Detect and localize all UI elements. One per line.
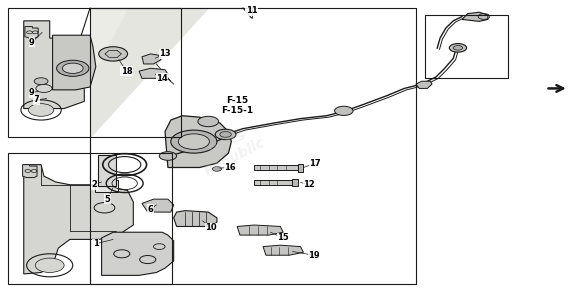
Circle shape <box>160 152 176 160</box>
Text: 9: 9 <box>29 38 35 47</box>
Circle shape <box>453 46 462 50</box>
Text: 16: 16 <box>224 163 236 172</box>
Polygon shape <box>24 21 84 109</box>
Text: 15: 15 <box>277 234 289 242</box>
Circle shape <box>35 258 64 273</box>
Polygon shape <box>142 199 173 212</box>
Circle shape <box>212 167 221 171</box>
Bar <box>254 165 298 171</box>
Circle shape <box>36 84 52 92</box>
Polygon shape <box>53 35 96 90</box>
Polygon shape <box>165 116 231 168</box>
Circle shape <box>220 131 231 137</box>
Text: 9: 9 <box>29 88 35 97</box>
Text: 10: 10 <box>205 223 217 232</box>
Text: Parts
Republic: Parts Republic <box>195 121 268 179</box>
Circle shape <box>34 78 48 85</box>
Circle shape <box>62 63 83 73</box>
Text: 14: 14 <box>156 74 168 83</box>
Bar <box>95 180 118 192</box>
Polygon shape <box>462 12 488 21</box>
Polygon shape <box>102 232 173 275</box>
Bar <box>98 155 116 186</box>
Text: 19: 19 <box>308 251 320 260</box>
Polygon shape <box>24 165 134 274</box>
Text: 6: 6 <box>147 205 154 214</box>
Polygon shape <box>90 9 208 139</box>
Polygon shape <box>237 225 283 235</box>
Polygon shape <box>23 165 37 177</box>
Circle shape <box>198 116 218 127</box>
Polygon shape <box>292 179 298 186</box>
Text: 7: 7 <box>34 95 39 104</box>
Circle shape <box>178 134 209 149</box>
Circle shape <box>449 44 466 52</box>
Circle shape <box>335 106 353 115</box>
Text: 17: 17 <box>309 159 321 168</box>
Circle shape <box>171 130 217 153</box>
Text: 13: 13 <box>159 49 171 58</box>
Polygon shape <box>90 9 208 139</box>
Circle shape <box>28 104 54 116</box>
Text: 12: 12 <box>303 180 315 189</box>
Polygon shape <box>416 81 432 88</box>
Text: 2: 2 <box>92 180 98 189</box>
Bar <box>424 15 508 78</box>
Polygon shape <box>139 68 168 78</box>
Bar <box>254 180 292 185</box>
Text: 1: 1 <box>93 239 99 248</box>
Text: F-15
F-15-1: F-15 F-15-1 <box>221 96 253 115</box>
Text: 18: 18 <box>121 67 132 76</box>
Bar <box>8 8 180 137</box>
Circle shape <box>215 129 236 140</box>
Circle shape <box>57 60 89 76</box>
Polygon shape <box>25 27 38 38</box>
Polygon shape <box>263 245 303 255</box>
Bar <box>8 153 172 284</box>
Polygon shape <box>298 164 303 172</box>
Polygon shape <box>142 54 161 64</box>
Text: 5: 5 <box>105 195 110 204</box>
Text: 11: 11 <box>246 6 257 15</box>
Polygon shape <box>173 211 217 227</box>
Circle shape <box>99 47 128 61</box>
